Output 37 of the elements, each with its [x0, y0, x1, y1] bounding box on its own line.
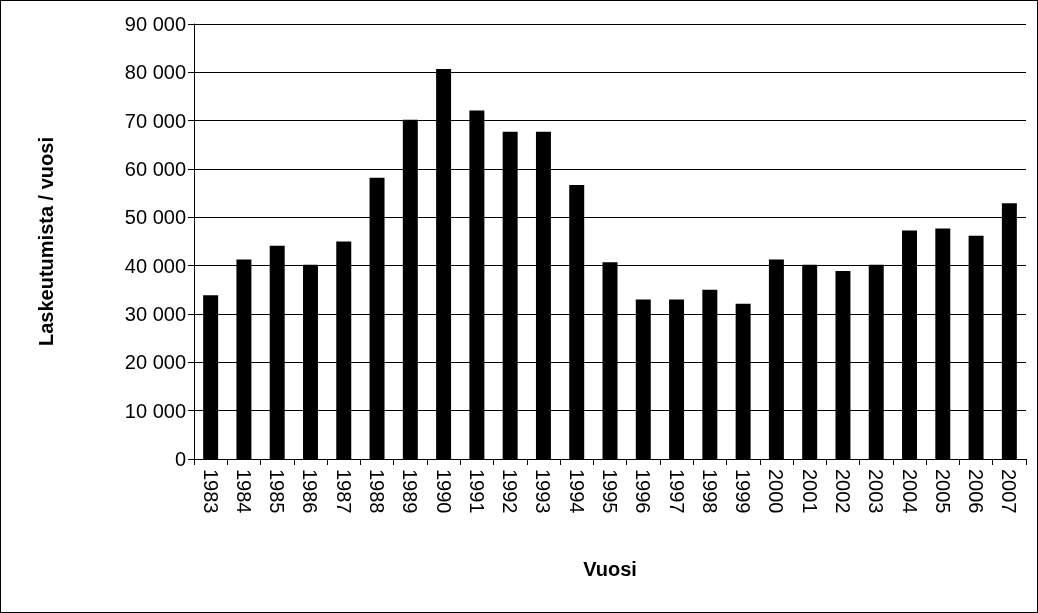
y-tick-label: 80 000 — [124, 61, 186, 84]
x-tick-label: 1989 — [399, 469, 422, 514]
y-tick-label: 40 000 — [124, 254, 186, 277]
x-tick-label: 1991 — [465, 469, 488, 514]
x-tick-label: 2005 — [931, 469, 954, 514]
y-tick-label: 0 — [174, 448, 186, 470]
y-tick-label: 10 000 — [124, 399, 186, 422]
x-tick-label: 1997 — [665, 469, 688, 514]
x-tick-label: 1994 — [565, 469, 588, 514]
y-tick-label: 70 000 — [124, 109, 186, 132]
y-axis-title: Laskeutumista / vuosi — [35, 137, 57, 346]
y-tick-label: 90 000 — [124, 13, 186, 35]
x-tick-label: 1992 — [499, 469, 522, 514]
x-tick-label: 1986 — [299, 469, 322, 514]
x-tick-label: 1999 — [732, 469, 755, 514]
x-tick-label: 1987 — [332, 469, 355, 514]
x-tick-label: 1988 — [366, 469, 389, 514]
x-tick-label: 1990 — [432, 469, 455, 514]
x-tick-label: 1983 — [199, 469, 222, 514]
y-tick-label: 20 000 — [124, 351, 186, 374]
x-tick-label: 1993 — [532, 469, 555, 514]
x-tick-label: 1985 — [266, 469, 289, 514]
x-tick-label: 2004 — [898, 469, 921, 514]
x-tick-label: 2003 — [865, 469, 888, 514]
x-tick-label: 1996 — [632, 469, 655, 514]
x-tick-label: 2006 — [965, 469, 988, 514]
y-tick-label: 50 000 — [124, 206, 186, 229]
y-tick-label: 30 000 — [124, 303, 186, 325]
x-tick-label: 1984 — [232, 469, 255, 514]
x-tick-label: 1995 — [599, 469, 621, 514]
x-tick-label: 2007 — [998, 469, 1021, 514]
x-tick-label: 2001 — [798, 469, 821, 514]
y-tick-label: 60 000 — [124, 158, 186, 180]
x-axis-title: Vuosi — [583, 558, 637, 580]
x-tick-label: 1998 — [698, 469, 721, 514]
x-tick-label: 2000 — [765, 469, 788, 514]
x-tick-label: 2002 — [831, 469, 854, 514]
